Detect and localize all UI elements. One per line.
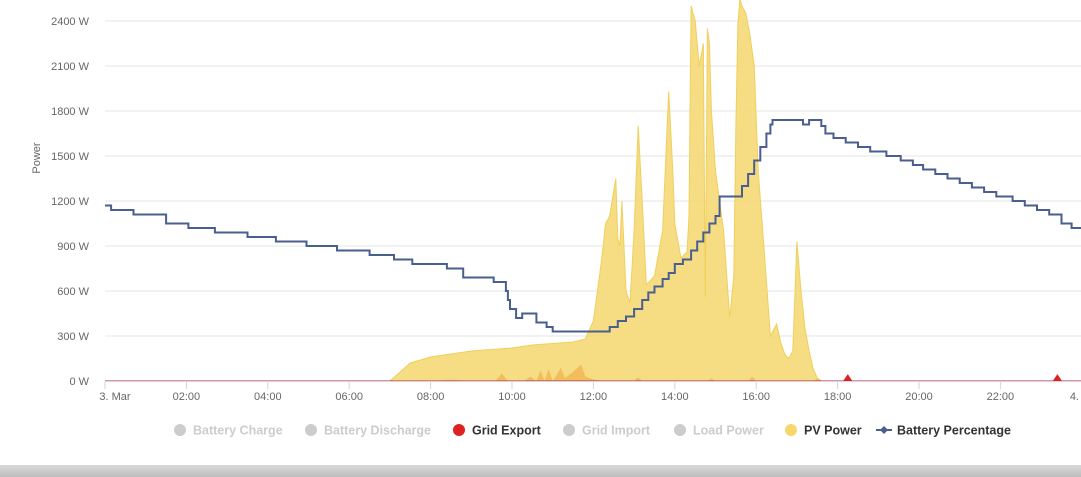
y-tick-label: 1200 W <box>51 196 90 208</box>
axes: 0 W 300 W 600 W 900 W 1200 W 1500 W 1800 W 2100… <box>51 16 1081 403</box>
battery-percentage-line <box>105 119 1081 333</box>
series-layer <box>105 0 1081 382</box>
legend-label: Battery Percentage <box>897 424 1011 438</box>
x-tick-label: 02:00 <box>173 391 201 403</box>
legend-label: Load Power <box>693 424 764 438</box>
x-tick-label: 12:00 <box>580 391 608 403</box>
legend-label: Battery Charge <box>193 424 283 438</box>
legend-label: Battery Discharge <box>324 424 431 438</box>
y-axis-label: Power <box>31 142 43 174</box>
y-tick-label: 600 W <box>57 286 89 298</box>
y-tick-label: 1800 W <box>51 106 90 118</box>
legend-marker <box>305 424 317 436</box>
legend-item-load-power[interactable]: Load Power <box>674 424 764 438</box>
legend-item-battery-charge[interactable]: Battery Charge <box>174 424 283 438</box>
y-tick-label: 1500 W <box>51 151 90 163</box>
x-tick-label: 16:00 <box>742 391 770 403</box>
y-tick-label: 300 W <box>57 331 89 343</box>
x-tick-label: 20:00 <box>905 391 933 403</box>
y-tick-label: 900 W <box>57 241 89 253</box>
y-tick-label: 2100 W <box>51 61 90 73</box>
chart-svg: 0 W 300 W 600 W 900 W 1200 W 1500 W 1800 W 2100… <box>31 0 1081 438</box>
x-tick-label: 3. Mar <box>99 391 131 403</box>
x-tick-label: 04:00 <box>254 391 282 403</box>
legend-marker-diamond <box>880 426 888 434</box>
power-chart: 0 W 300 W 600 W 900 W 1200 W 1500 W 1800 W 2100… <box>31 0 1081 438</box>
legend-label: PV Power <box>804 424 862 438</box>
legend-marker <box>563 424 575 436</box>
legend-marker <box>453 424 465 436</box>
x-tick-label: 08:00 <box>417 391 445 403</box>
pv-power-area <box>105 0 1081 382</box>
y-tick-label: 0 W <box>69 376 89 388</box>
legend-item-grid-export[interactable]: Grid Export <box>453 424 542 438</box>
bottom-scroll-bar <box>0 465 1081 477</box>
legend-item-pv-power[interactable]: PV Power <box>785 424 862 438</box>
legend-label: Grid Import <box>582 424 651 438</box>
y-tick-label: 2400 W <box>51 16 90 28</box>
x-tick-label: 06:00 <box>335 391 363 403</box>
legend-marker <box>174 424 186 436</box>
legend-item-battery-percentage[interactable]: Battery Percentage <box>876 424 1011 438</box>
x-tick-label: 10:00 <box>498 391 526 403</box>
legend-label: Grid Export <box>472 424 542 438</box>
grid-lines <box>105 20 1081 337</box>
legend-item-grid-import[interactable]: Grid Import <box>563 424 651 438</box>
legend-item-battery-discharge[interactable]: Battery Discharge <box>305 424 431 438</box>
x-tick-label: 18:00 <box>824 391 852 403</box>
legend-marker <box>785 424 797 436</box>
legend: Battery Charge Battery Discharge Grid Expo… <box>174 424 1011 438</box>
legend-marker <box>674 424 686 436</box>
x-tick-label: 4. <box>1070 391 1079 403</box>
x-tick-label: 14:00 <box>661 391 689 403</box>
x-tick-label: 22:00 <box>987 391 1015 403</box>
